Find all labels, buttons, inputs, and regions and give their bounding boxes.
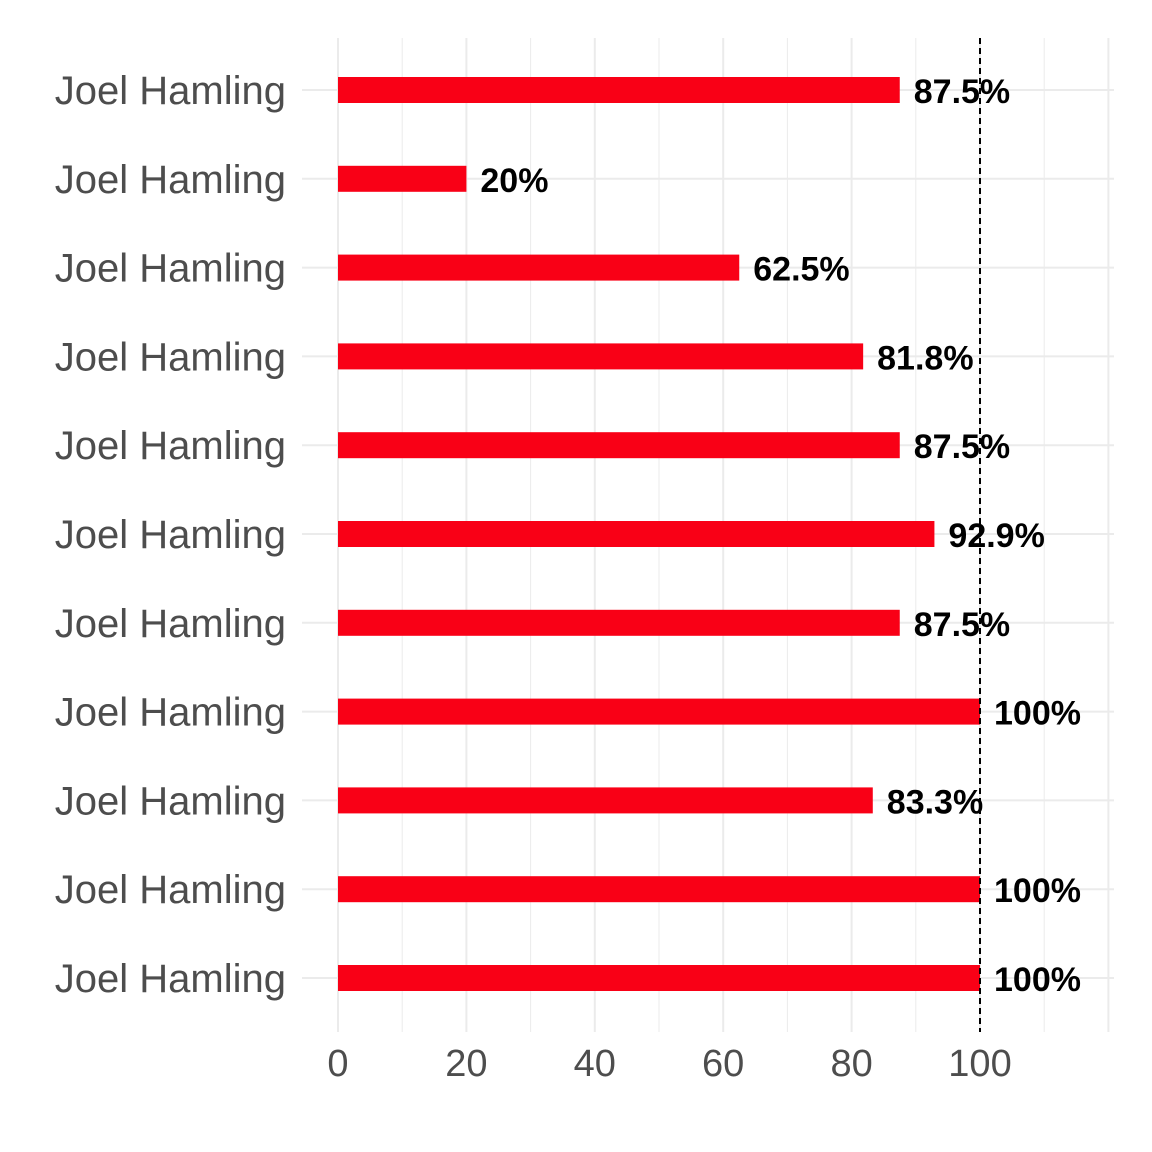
bar	[338, 698, 980, 725]
data-label: 92.9%	[948, 517, 1044, 555]
bar	[338, 165, 467, 192]
x-tick-label: 80	[830, 1043, 872, 1085]
data-labels: 87.5% 20% 62.5% 81.8% 87.5% 92.9% 87.5% 100% 83.…	[480, 73, 1081, 999]
category-label: Joel Hamling	[55, 779, 286, 823]
data-label: 87.5%	[914, 606, 1010, 644]
data-label: 100%	[994, 961, 1081, 999]
category-labels: Joel Hamling Joel Hamling Joel Hamling Joel…	[55, 69, 286, 1001]
data-label: 81.8%	[877, 339, 973, 377]
category-label: Joel Hamling	[55, 158, 286, 202]
bars	[338, 77, 980, 991]
x-tick-label: 100	[948, 1043, 1011, 1085]
category-label: Joel Hamling	[55, 247, 286, 291]
category-label: Joel Hamling	[55, 424, 286, 468]
bar	[338, 787, 873, 814]
category-label: Joel Hamling	[55, 69, 286, 113]
bar	[338, 432, 900, 459]
category-label: Joel Hamling	[55, 691, 286, 735]
data-label: 87.5%	[914, 73, 1010, 111]
bar	[338, 876, 980, 903]
data-label: 100%	[994, 872, 1081, 910]
bar	[338, 521, 935, 547]
data-label: 87.5%	[914, 428, 1010, 466]
bar	[338, 343, 864, 370]
x-tick-label: 40	[574, 1043, 616, 1085]
bar	[338, 965, 980, 991]
data-label: 100%	[994, 695, 1081, 733]
data-label: 20%	[480, 162, 548, 200]
bar	[338, 77, 900, 103]
category-label: Joel Hamling	[55, 602, 286, 646]
x-tick-label: 0	[327, 1043, 348, 1085]
category-label: Joel Hamling	[55, 335, 286, 379]
category-label: Joel Hamling	[55, 513, 286, 557]
category-label: Joel Hamling	[55, 957, 286, 1001]
data-label: 83.3%	[887, 783, 983, 821]
x-tick-label: 20	[445, 1043, 487, 1085]
x-axis-ticks: 0 20 40 60 80 100	[327, 1043, 1011, 1085]
x-tick-label: 60	[702, 1043, 744, 1085]
bar	[338, 254, 740, 281]
bar	[338, 609, 900, 636]
category-label: Joel Hamling	[55, 868, 286, 912]
data-label: 62.5%	[753, 251, 849, 289]
